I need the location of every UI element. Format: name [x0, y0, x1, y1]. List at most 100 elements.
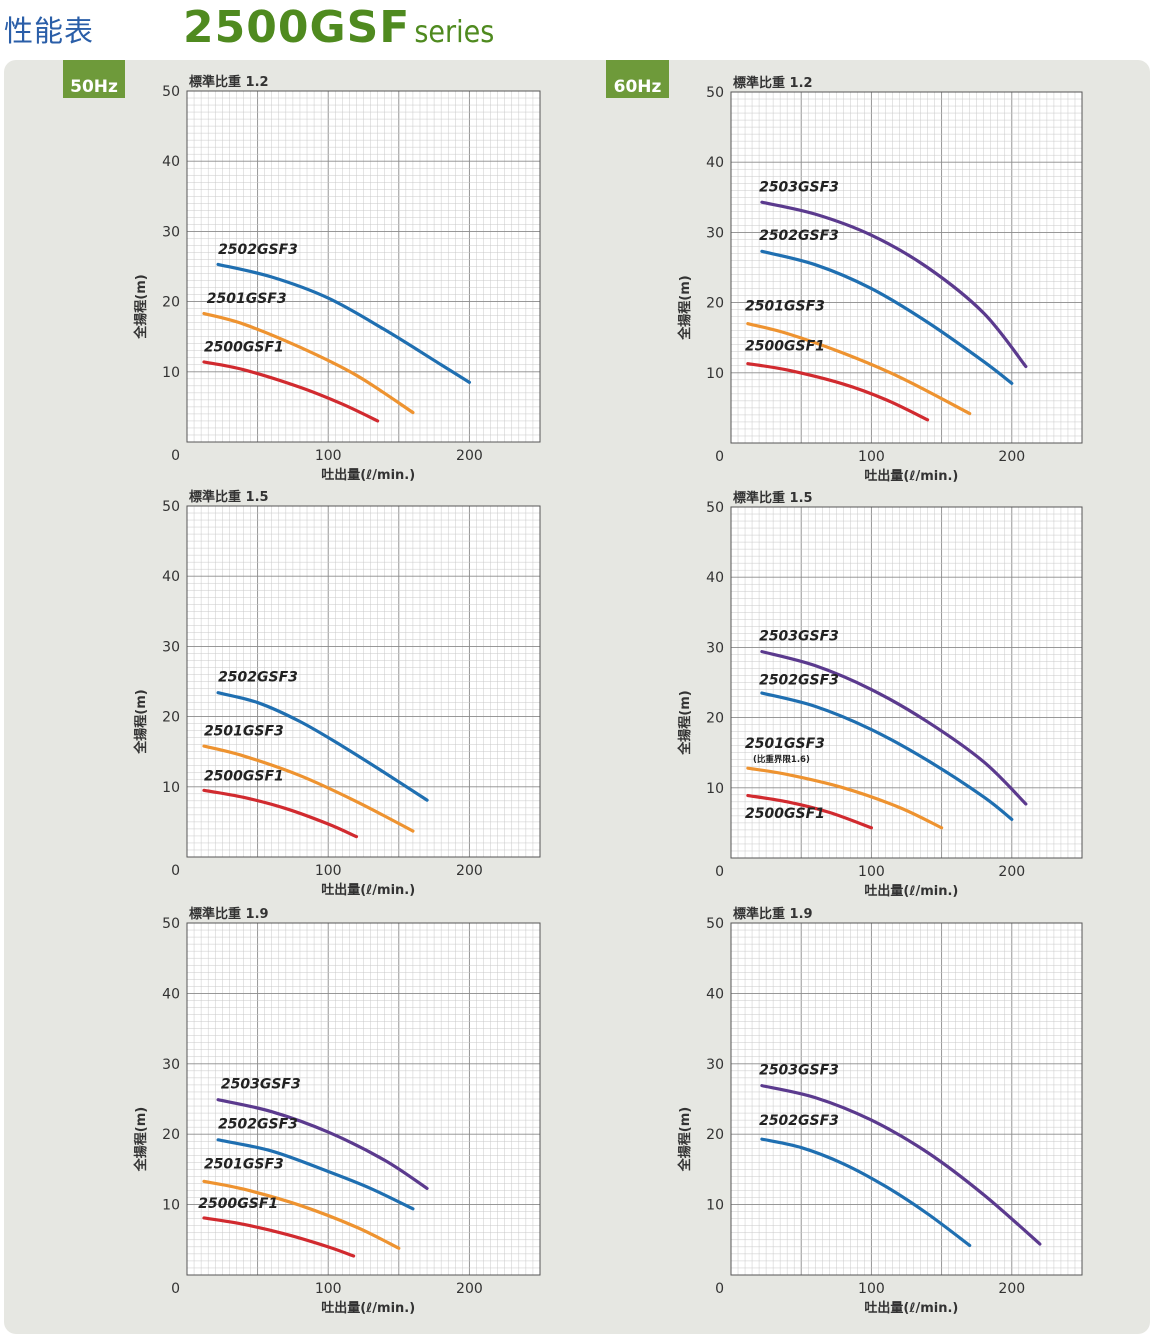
plot-border	[730, 922, 1083, 1276]
y-tick-label: 0	[715, 864, 724, 880]
y-tick-label: 20	[706, 296, 724, 312]
series-title-model: 2500GSF	[183, 2, 411, 53]
y-tick-label: 20	[162, 295, 180, 311]
series-label-2502GSF3: 2502GSF3	[218, 242, 298, 258]
series-line-2500GSF1	[746, 362, 930, 422]
series-label-2501GSF3: 2501GSF3	[745, 298, 825, 314]
grid	[187, 506, 540, 857]
y-tick-label: 40	[706, 570, 724, 586]
y-tick-label: 30	[162, 1057, 180, 1073]
chart-title: 標準比重 1.9	[733, 906, 813, 922]
chart-title: 標準比重 1.2	[189, 74, 269, 90]
y-axis-label: 全揚程(m)	[133, 274, 149, 339]
grid	[731, 923, 1082, 1275]
y-tick-label: 0	[171, 1281, 180, 1297]
y-tick-label: 0	[171, 863, 180, 879]
grid	[731, 92, 1082, 443]
y-tick-label: 50	[706, 500, 724, 516]
chart-60hz-標準比重-1.5: 標準比重 1.5 0 10 20 30 40 50 100 200 吐出量(ℓ/min.) 全揚程(…	[677, 490, 1083, 899]
page-heading: 性能表	[4, 14, 95, 48]
series-label-2503GSF3: 2503GSF3	[759, 1062, 839, 1078]
y-tick-label: 20	[706, 711, 724, 727]
chart-50hz-標準比重-1.2: 標準比重 1.2 0 10 20 30 40 50 100 200 吐出量(ℓ/min.) 全揚程(…	[133, 74, 541, 483]
x-axis-label: 吐出量(ℓ/min.)	[321, 1300, 415, 1316]
x-tick-label: 100	[858, 864, 885, 880]
series-line-2503GSF3	[216, 1098, 429, 1191]
x-tick-label: 200	[456, 448, 483, 464]
y-tick-label: 30	[162, 224, 180, 240]
y-axis-label: 全揚程(m)	[133, 1107, 149, 1172]
plot-border	[730, 91, 1083, 444]
y-tick-label: 30	[162, 639, 180, 655]
series-line-2503GSF3	[760, 650, 1028, 806]
series-label-2503GSF3: 2503GSF3	[759, 628, 839, 644]
y-tick-label: 0	[171, 448, 180, 464]
grid	[731, 507, 1082, 858]
y-tick-label: 50	[162, 84, 180, 100]
plot-border	[730, 506, 1083, 859]
chart-title: 標準比重 1.5	[733, 490, 813, 506]
y-tick-label: 10	[162, 365, 180, 381]
series-label-2500GSF1: 2500GSF1	[204, 768, 284, 784]
plot-border	[186, 922, 541, 1276]
y-axis-label: 全揚程(m)	[677, 690, 693, 755]
y-tick-label: 40	[706, 986, 724, 1002]
y-tick-label: 10	[162, 1198, 180, 1214]
y-tick-label: 40	[162, 569, 180, 585]
y-tick-label: 20	[162, 1127, 180, 1143]
series-label-2500GSF1: 2500GSF1	[745, 806, 825, 822]
series-line-2502GSF3	[216, 691, 429, 802]
tab-60hz: 60Hz	[606, 60, 669, 98]
grid	[187, 91, 540, 442]
series-line-2500GSF1	[746, 793, 873, 830]
chart-50hz-標準比重-1.5: 標準比重 1.5 0 10 20 30 40 50 100 200 吐出量(ℓ/min.) 全揚程(…	[133, 489, 541, 898]
series-label-2500GSF1: 2500GSF1	[198, 1196, 278, 1212]
series-label-2500GSF1: 2500GSF1	[204, 339, 284, 355]
y-tick-label: 10	[706, 366, 724, 382]
y-tick-label: 40	[706, 155, 724, 171]
x-tick-label: 200	[998, 864, 1025, 880]
y-axis-label: 全揚程(m)	[133, 689, 149, 754]
chart-60hz-標準比重-1.9: 標準比重 1.9 0 10 20 30 40 50 100 200 吐出量(ℓ/min.) 全揚程(…	[677, 906, 1083, 1316]
series-line-2503GSF3	[760, 200, 1028, 369]
x-axis-label: 吐出量(ℓ/min.)	[864, 468, 958, 484]
series-label-2501GSF3: 2501GSF3	[745, 736, 825, 752]
series-line-2501GSF3	[202, 311, 415, 415]
chart-50hz-標準比重-1.9: 標準比重 1.9 0 10 20 30 40 50 100 200 吐出量(ℓ/min.) 全揚程(…	[133, 906, 541, 1316]
tab-50hz: 50Hz	[63, 60, 125, 98]
x-tick-label: 200	[998, 1281, 1025, 1297]
series-line-2502GSF3	[760, 249, 1014, 385]
y-tick-label: 50	[162, 916, 180, 932]
x-axis-label: 吐出量(ℓ/min.)	[864, 883, 958, 899]
y-tick-label: 0	[715, 449, 724, 465]
y-tick-label: 20	[706, 1127, 724, 1143]
series-line-2501GSF3	[746, 322, 972, 416]
y-axis-label: 全揚程(m)	[677, 1107, 693, 1172]
y-tick-label: 10	[162, 780, 180, 796]
y-tick-label: 10	[706, 1198, 724, 1214]
plot-border	[186, 90, 541, 443]
y-tick-label: 50	[162, 499, 180, 515]
series-line-2500GSF1	[202, 1216, 356, 1258]
x-axis-label: 吐出量(ℓ/min.)	[321, 467, 415, 483]
grid	[187, 923, 540, 1275]
series-label-2503GSF3: 2503GSF3	[221, 1076, 301, 1092]
x-axis-label: 吐出量(ℓ/min.)	[864, 1300, 958, 1316]
series-label-2502GSF3: 2502GSF3	[759, 1113, 839, 1129]
x-axis-label: 吐出量(ℓ/min.)	[321, 882, 415, 898]
y-tick-label: 30	[706, 225, 724, 241]
series-label-2502GSF3: 2502GSF3	[759, 228, 839, 244]
y-tick-label: 10	[706, 781, 724, 797]
series-label-2502GSF3: 2502GSF3	[218, 1117, 298, 1133]
series-line-2502GSF3	[760, 1137, 972, 1248]
chart-title: 標準比重 1.5	[189, 489, 269, 505]
y-tick-label: 30	[706, 1057, 724, 1073]
series-line-2501GSF3	[746, 766, 944, 830]
series-line-2500GSF1	[202, 360, 380, 423]
x-tick-label: 100	[315, 1281, 342, 1297]
series-line-2502GSF3	[760, 691, 1014, 821]
series-label-2502GSF3: 2502GSF3	[218, 670, 298, 686]
series-line-2501GSF3	[202, 1179, 401, 1250]
series-label-2501GSF3: 2501GSF3	[204, 724, 284, 740]
